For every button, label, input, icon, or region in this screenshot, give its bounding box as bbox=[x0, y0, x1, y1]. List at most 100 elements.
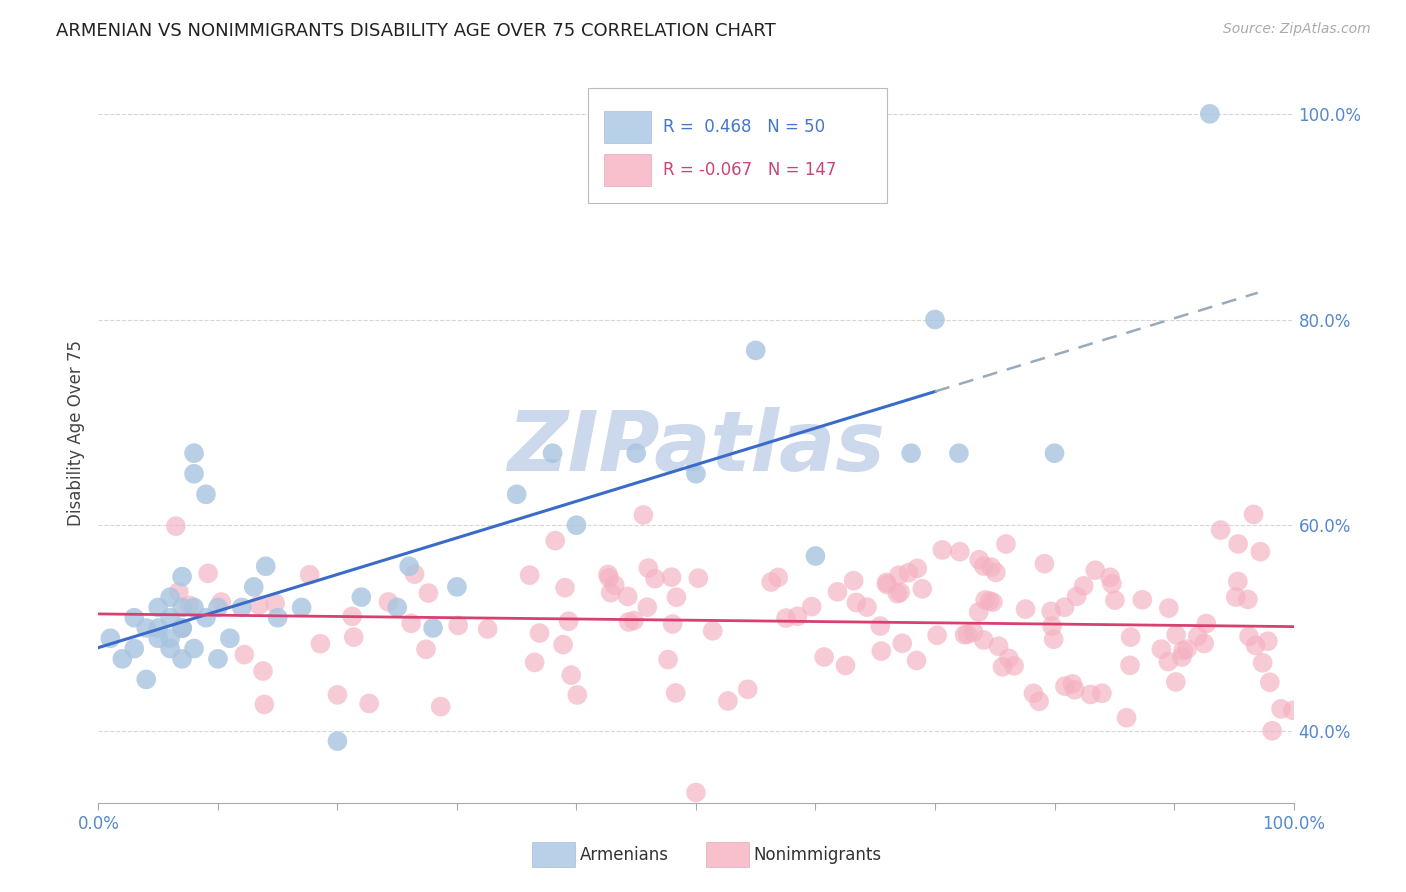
Point bbox=[207, 652, 229, 666]
Point bbox=[775, 611, 797, 625]
Point bbox=[1164, 674, 1187, 689]
Point bbox=[209, 595, 232, 609]
Point bbox=[927, 628, 949, 642]
Point bbox=[264, 596, 287, 610]
Point bbox=[1282, 703, 1305, 717]
Point bbox=[967, 552, 990, 566]
Point bbox=[399, 616, 422, 631]
Point bbox=[1199, 107, 1222, 121]
Point bbox=[1091, 686, 1114, 700]
Point bbox=[657, 652, 679, 666]
Point bbox=[1251, 656, 1274, 670]
Point bbox=[247, 598, 270, 612]
Point bbox=[124, 641, 146, 656]
Point bbox=[766, 570, 789, 584]
Point bbox=[887, 568, 910, 582]
Point bbox=[165, 519, 187, 533]
Point bbox=[159, 632, 181, 646]
Point bbox=[981, 595, 1004, 609]
Point bbox=[554, 581, 576, 595]
Point bbox=[1053, 679, 1076, 693]
Point bbox=[231, 600, 253, 615]
Point bbox=[924, 312, 946, 326]
Text: ARMENIAN VS NONIMMIGRANTS DISABILITY AGE OVER 75 CORRELATION CHART: ARMENIAN VS NONIMMIGRANTS DISABILITY AGE… bbox=[56, 22, 776, 40]
Point bbox=[172, 621, 194, 635]
Point bbox=[195, 487, 218, 501]
Point bbox=[172, 569, 194, 583]
Point bbox=[148, 621, 170, 635]
Point bbox=[1080, 688, 1102, 702]
Point bbox=[1225, 590, 1247, 604]
Point bbox=[870, 644, 893, 658]
Point bbox=[603, 578, 626, 592]
Point bbox=[665, 590, 688, 604]
Point bbox=[1187, 629, 1209, 643]
Point bbox=[759, 574, 782, 589]
Point bbox=[626, 446, 648, 460]
Point bbox=[519, 568, 541, 582]
Point bbox=[623, 614, 645, 628]
Point bbox=[219, 632, 242, 646]
Point bbox=[1002, 658, 1025, 673]
Point bbox=[1157, 601, 1180, 615]
Point bbox=[1101, 576, 1123, 591]
Point bbox=[135, 673, 157, 687]
Point bbox=[172, 600, 194, 615]
Point bbox=[385, 600, 409, 615]
Point bbox=[1033, 557, 1056, 571]
Point bbox=[967, 605, 990, 619]
Point bbox=[541, 446, 564, 460]
Point bbox=[994, 537, 1017, 551]
Point bbox=[124, 610, 146, 624]
Point bbox=[702, 624, 724, 638]
Point bbox=[298, 567, 321, 582]
Point bbox=[616, 590, 638, 604]
Point bbox=[195, 610, 218, 624]
Text: Source: ZipAtlas.com: Source: ZipAtlas.com bbox=[1223, 22, 1371, 37]
Point bbox=[886, 587, 908, 601]
Point bbox=[183, 467, 205, 481]
Point bbox=[1166, 628, 1188, 642]
Point bbox=[974, 593, 997, 607]
Point bbox=[973, 559, 995, 574]
Point bbox=[1171, 643, 1194, 657]
Point bbox=[326, 688, 349, 702]
Point bbox=[350, 590, 373, 604]
Point bbox=[447, 618, 470, 632]
Point bbox=[1043, 446, 1066, 460]
Point bbox=[148, 632, 170, 646]
Point bbox=[911, 582, 934, 596]
Point bbox=[98, 632, 122, 646]
Point bbox=[1028, 694, 1050, 708]
Point bbox=[991, 660, 1014, 674]
Point bbox=[1119, 658, 1142, 673]
FancyBboxPatch shape bbox=[533, 842, 575, 867]
Point bbox=[891, 636, 914, 650]
Point bbox=[717, 694, 740, 708]
Point bbox=[233, 648, 256, 662]
Point bbox=[1022, 686, 1045, 700]
Point bbox=[404, 567, 426, 582]
Point bbox=[398, 559, 420, 574]
Point bbox=[948, 446, 970, 460]
Point bbox=[207, 600, 229, 615]
Point bbox=[980, 560, 1002, 574]
Point bbox=[553, 638, 575, 652]
Point bbox=[309, 637, 332, 651]
Point bbox=[1171, 650, 1194, 665]
Point bbox=[183, 446, 205, 460]
Point bbox=[665, 686, 688, 700]
Point bbox=[875, 575, 897, 590]
Point bbox=[343, 630, 366, 644]
Point bbox=[869, 619, 891, 633]
Point bbox=[596, 567, 619, 582]
Point bbox=[905, 653, 928, 667]
Point bbox=[800, 599, 823, 614]
Point bbox=[1066, 590, 1088, 604]
Point bbox=[560, 668, 582, 682]
Point bbox=[1073, 579, 1095, 593]
Point bbox=[737, 682, 759, 697]
Point bbox=[1062, 677, 1084, 691]
Point bbox=[415, 642, 437, 657]
Point bbox=[633, 508, 655, 522]
